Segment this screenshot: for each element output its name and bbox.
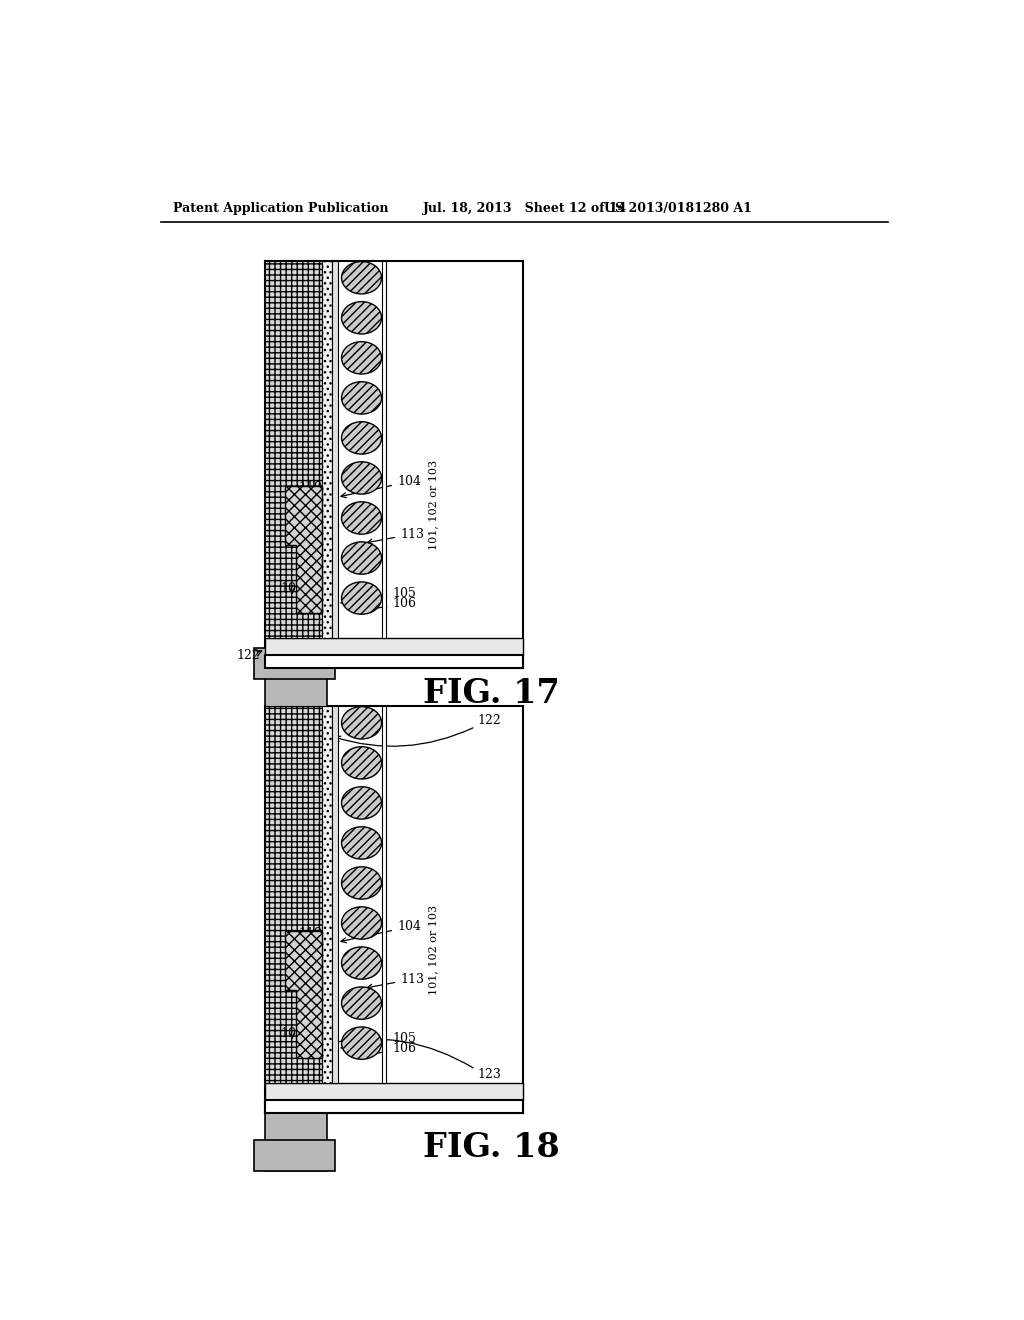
Ellipse shape <box>342 747 382 779</box>
Bar <box>333 706 339 1084</box>
Text: 123: 123 <box>477 1068 501 1081</box>
Bar <box>382 261 386 638</box>
Ellipse shape <box>342 462 382 494</box>
Text: 100: 100 <box>451 1102 474 1115</box>
Text: 113: 113 <box>368 528 424 544</box>
Ellipse shape <box>342 1027 382 1059</box>
Bar <box>265 1084 523 1100</box>
Ellipse shape <box>342 867 382 899</box>
Text: Jul. 18, 2013   Sheet 12 of 14: Jul. 18, 2013 Sheet 12 of 14 <box>423 202 627 215</box>
Text: 122: 122 <box>477 714 501 727</box>
Ellipse shape <box>342 987 382 1019</box>
Text: FIG. 18: FIG. 18 <box>423 1131 560 1164</box>
Text: Patent Application Publication: Patent Application Publication <box>173 202 388 215</box>
Bar <box>265 1100 523 1113</box>
Ellipse shape <box>342 381 382 414</box>
Bar <box>265 655 523 668</box>
Bar <box>265 261 322 638</box>
Polygon shape <box>285 931 322 1057</box>
Ellipse shape <box>342 706 382 739</box>
Ellipse shape <box>342 541 382 574</box>
Ellipse shape <box>342 502 382 535</box>
Ellipse shape <box>342 261 382 294</box>
Ellipse shape <box>342 582 382 614</box>
Ellipse shape <box>342 422 382 454</box>
Text: 104: 104 <box>341 475 421 498</box>
Bar <box>265 706 322 1084</box>
Text: 122: 122 <box>237 648 260 661</box>
Ellipse shape <box>342 826 382 859</box>
Text: 112: 112 <box>285 961 308 978</box>
Text: 112: 112 <box>285 515 308 533</box>
Text: 108: 108 <box>280 582 304 594</box>
Text: 106: 106 <box>354 1041 417 1059</box>
Text: 113: 113 <box>368 973 424 989</box>
Text: US 2013/0181280 A1: US 2013/0181280 A1 <box>604 202 752 215</box>
Ellipse shape <box>342 946 382 979</box>
Ellipse shape <box>342 342 382 374</box>
Bar <box>254 1140 335 1171</box>
Text: FIG. 17: FIG. 17 <box>423 677 560 710</box>
Text: 101, 102 or 103: 101, 102 or 103 <box>428 906 438 995</box>
Ellipse shape <box>342 302 382 334</box>
Text: 101, 102 or 103: 101, 102 or 103 <box>428 459 438 550</box>
Bar <box>322 706 333 1084</box>
Text: 119: 119 <box>298 482 325 499</box>
Bar <box>265 638 523 655</box>
Text: 104: 104 <box>341 920 421 942</box>
Ellipse shape <box>342 787 382 818</box>
Bar <box>322 261 333 638</box>
Bar <box>382 706 386 1084</box>
Text: 100: 100 <box>451 657 474 671</box>
Text: 108: 108 <box>280 1027 304 1040</box>
Text: 105: 105 <box>341 1032 416 1049</box>
Text: 105: 105 <box>341 587 416 605</box>
Text: 106: 106 <box>354 597 417 614</box>
Bar <box>265 648 327 1171</box>
Polygon shape <box>285 486 322 612</box>
Text: 119: 119 <box>298 927 325 944</box>
Bar <box>254 648 335 678</box>
Ellipse shape <box>342 907 382 940</box>
Bar <box>333 261 339 638</box>
